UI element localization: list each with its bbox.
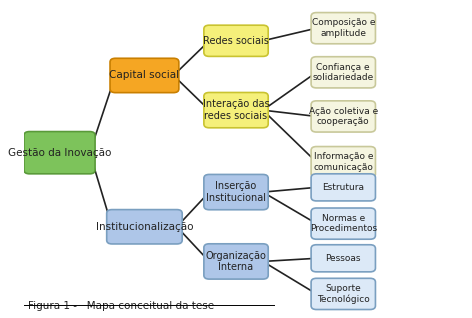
Text: Confiança e
solidariedade: Confiança e solidariedade — [312, 63, 374, 82]
Text: Capital social: Capital social — [110, 71, 179, 80]
FancyBboxPatch shape — [204, 25, 268, 56]
Text: Inserção
Institucional: Inserção Institucional — [206, 181, 266, 203]
Text: Normas e
Procedimentos: Normas e Procedimentos — [310, 214, 377, 233]
Text: Organização
Interna: Organização Interna — [206, 251, 267, 272]
FancyBboxPatch shape — [311, 147, 375, 178]
FancyBboxPatch shape — [204, 244, 268, 279]
Text: Gestão da Inovação: Gestão da Inovação — [8, 148, 111, 158]
FancyBboxPatch shape — [24, 132, 95, 174]
FancyBboxPatch shape — [107, 210, 182, 244]
FancyBboxPatch shape — [311, 245, 375, 272]
FancyBboxPatch shape — [204, 175, 268, 210]
Text: Pessoas: Pessoas — [326, 254, 361, 263]
Text: Suporte
Tecnológico: Suporte Tecnológico — [317, 284, 370, 304]
Text: Informação e
comunicação: Informação e comunicação — [313, 152, 373, 172]
FancyBboxPatch shape — [311, 208, 375, 239]
Text: Ação coletiva e
cooperação: Ação coletiva e cooperação — [309, 107, 378, 126]
FancyBboxPatch shape — [311, 101, 375, 132]
FancyBboxPatch shape — [311, 57, 375, 88]
Text: Figura 1 -   Mapa conceitual da tese: Figura 1 - Mapa conceitual da tese — [28, 301, 214, 311]
Text: Interação das
redes sociais: Interação das redes sociais — [203, 99, 270, 121]
FancyBboxPatch shape — [311, 278, 375, 309]
FancyBboxPatch shape — [311, 13, 375, 44]
Text: Estrutura: Estrutura — [322, 183, 364, 192]
FancyBboxPatch shape — [311, 174, 375, 201]
Text: Redes sociais: Redes sociais — [203, 36, 269, 46]
Text: Institucionalização: Institucionalização — [96, 222, 193, 232]
FancyBboxPatch shape — [110, 58, 179, 93]
FancyBboxPatch shape — [204, 93, 268, 128]
Text: Composição e
amplitude: Composição e amplitude — [312, 18, 375, 38]
